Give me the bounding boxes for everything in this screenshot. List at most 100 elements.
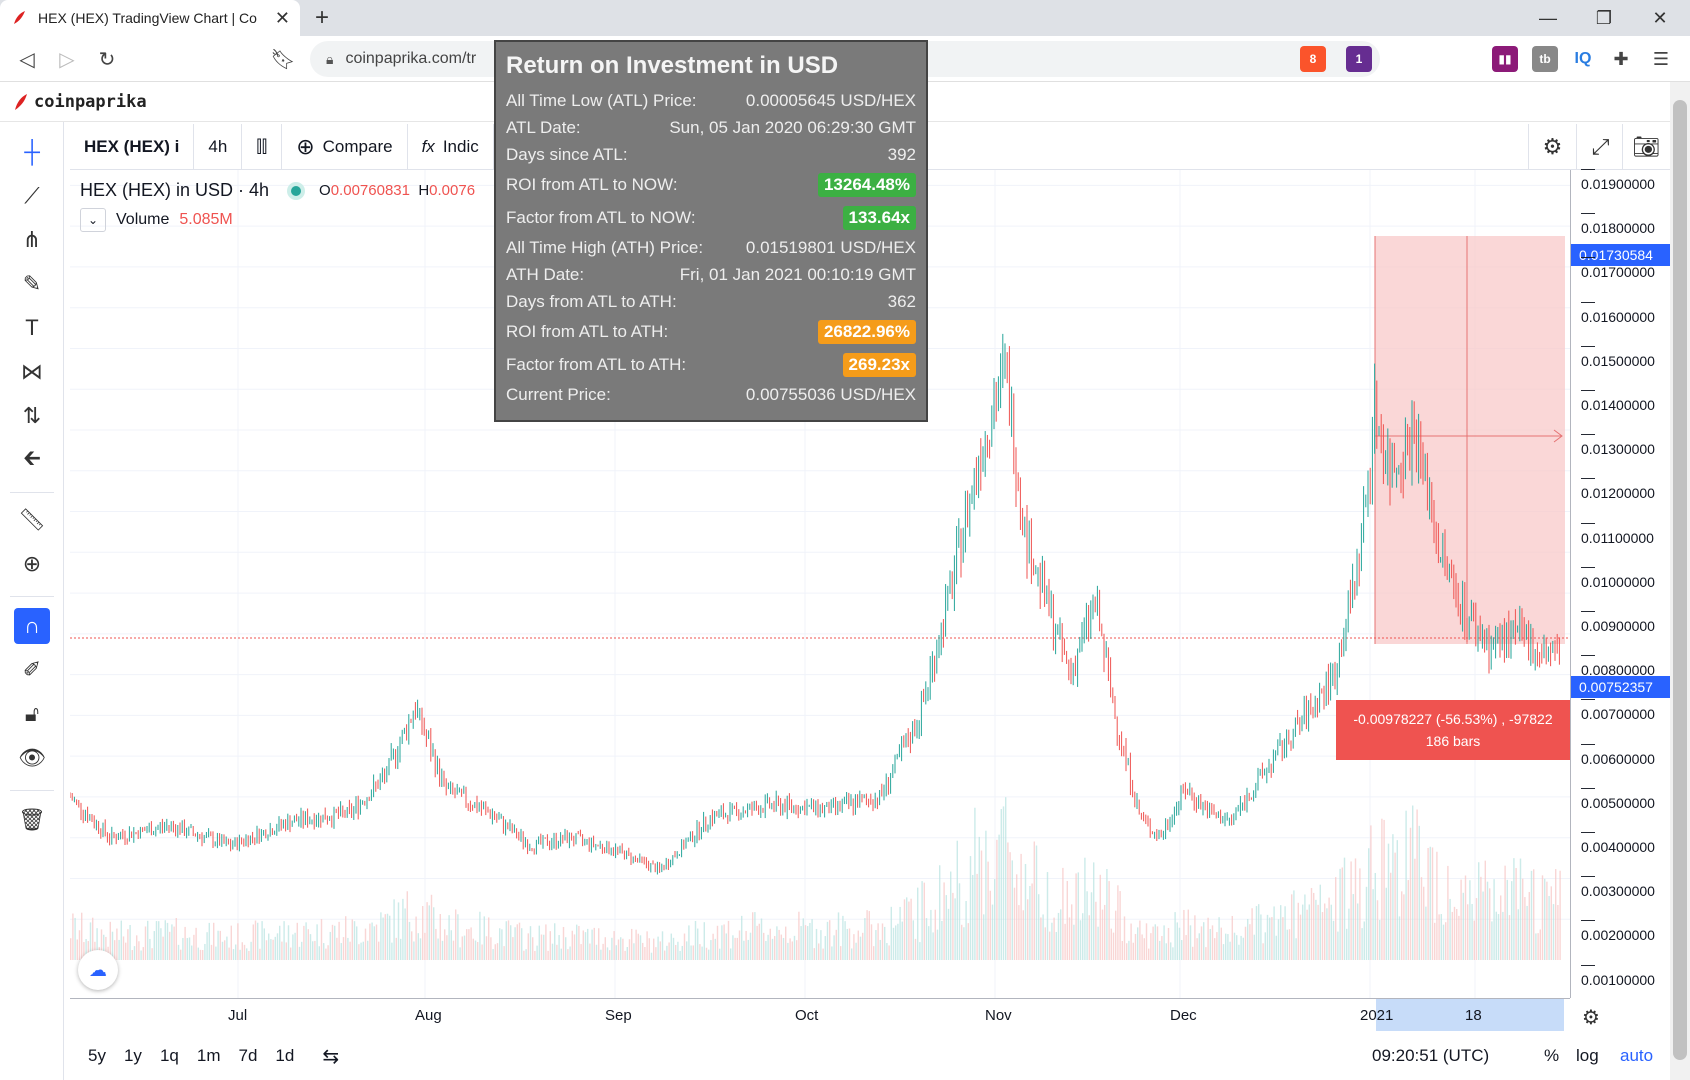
brush-icon[interactable]: ✎ xyxy=(22,271,42,296)
ruler-icon[interactable]: 📏︎ xyxy=(18,507,46,532)
volume-bar xyxy=(1189,925,1192,960)
volume-bar xyxy=(633,943,635,960)
volume-bar xyxy=(1451,911,1453,960)
back-icon[interactable]: ◁ xyxy=(19,48,35,71)
zoom-in-icon[interactable]: ⊕ xyxy=(22,551,42,576)
volume-bar xyxy=(1515,868,1517,960)
range-7d[interactable]: 7d xyxy=(238,1046,258,1065)
indicators-button[interactable]: fx Indic xyxy=(408,123,494,170)
close-window-icon[interactable]: ✕ xyxy=(1652,7,1668,28)
price-tick: — 0.01500000 xyxy=(1581,336,1655,369)
auto-toggle[interactable]: auto xyxy=(1620,1046,1654,1065)
volume-bar xyxy=(1471,904,1473,960)
volume-bar xyxy=(985,830,987,960)
volume-bar xyxy=(1007,842,1009,960)
volume-bar xyxy=(1343,857,1346,960)
chart-type-icon[interactable]: ⫿⫿ xyxy=(242,123,283,170)
volume-bar xyxy=(1053,917,1055,960)
volume-bar xyxy=(1438,914,1440,960)
pitchfork-icon[interactable]: ⋔ xyxy=(22,227,42,252)
trend-line-icon[interactable]: ⟋ xyxy=(24,183,40,208)
volume-bar xyxy=(532,937,534,960)
volume-bar xyxy=(1293,890,1295,960)
legend-title[interactable]: HEX (HEX) in USD · 4h xyxy=(80,180,270,200)
fullscreen-icon[interactable]: ⤢ xyxy=(1576,124,1624,170)
scrollbar-thumb[interactable] xyxy=(1673,100,1687,1060)
price-tick: — 0.01400000 xyxy=(1581,381,1655,413)
volume-bar xyxy=(1137,927,1139,960)
volume-bar xyxy=(538,925,540,960)
price-axis[interactable]: 0.01730584 0.00752357 — 0.01900000 — 0.01… xyxy=(1570,160,1671,998)
log-toggle[interactable]: log xyxy=(1576,1046,1599,1065)
volume-bar xyxy=(457,914,459,960)
time-axis[interactable]: ⚙ Jul Aug Sep Oct Nov Dec 2021 18 xyxy=(70,998,1600,1031)
volume-bar xyxy=(1390,872,1392,960)
bookmark-icon[interactable]: 🔖︎ xyxy=(270,48,296,71)
brave-shield-icon[interactable]: 8 xyxy=(1300,46,1326,72)
volume-bar xyxy=(206,932,208,960)
site-brand[interactable]: coinpaprika xyxy=(34,91,147,112)
volume-bar xyxy=(224,940,226,960)
puzzle-icon[interactable]: ✚ xyxy=(1613,48,1629,69)
range-1q[interactable]: 1q xyxy=(159,1046,179,1065)
roi-popup: Return on Investment in USD All Time Low… xyxy=(494,40,928,422)
compare-button[interactable]: ⊕ Compare xyxy=(282,123,408,170)
restore-icon[interactable]: ❐ xyxy=(1595,7,1613,28)
volume-bar xyxy=(250,941,252,960)
settings-gear-icon[interactable]: ⚙ xyxy=(1528,124,1576,170)
range-1d[interactable]: 1d xyxy=(275,1046,295,1065)
chart-legend: HEX (HEX) in USD · 4h O0.00760831 H0.007… xyxy=(80,180,475,201)
new-tab-button[interactable]: + xyxy=(314,4,329,31)
range-1y[interactable]: 1y xyxy=(123,1046,142,1065)
extension-2-icon[interactable]: tb xyxy=(1532,46,1558,72)
axis-settings-icon[interactable]: ⚙ xyxy=(1582,1007,1600,1029)
time-label: 18 xyxy=(1465,1007,1482,1024)
range-1m[interactable]: 1m xyxy=(196,1046,221,1065)
volume-bar xyxy=(606,947,609,960)
volume-bar xyxy=(305,922,307,960)
back-arrow-icon[interactable]: 🡰︎ xyxy=(23,445,41,470)
volume-bar xyxy=(241,942,243,960)
volume-bar xyxy=(367,940,369,960)
volume-bar xyxy=(1548,895,1550,960)
utc-time[interactable]: 09:20:51 (UTC) xyxy=(1372,1046,1490,1065)
browser-tab[interactable]: HEX (HEX) TradingView Chart | Co ✕ xyxy=(0,0,300,36)
camera-icon[interactable]: 📷︎ xyxy=(1622,124,1670,170)
percent-toggle[interactable]: % xyxy=(1544,1046,1560,1065)
forward-icon[interactable]: ▷ xyxy=(59,48,75,71)
tab-close-icon[interactable]: ✕ xyxy=(274,7,290,28)
volume-bar xyxy=(1156,926,1159,960)
chevron-down-icon[interactable]: ⌄ xyxy=(80,208,106,232)
price-chart[interactable] xyxy=(70,170,1570,998)
reload-icon[interactable]: ↻ xyxy=(98,48,116,71)
prediction-icon[interactable]: ⇅ xyxy=(22,403,42,428)
iq-extension-icon[interactable]: IQ xyxy=(1574,50,1592,67)
trash-icon[interactable]: 🗑︎ xyxy=(18,807,46,832)
crosshair-icon[interactable]: ┼ xyxy=(24,139,40,164)
interval-button[interactable]: 4h xyxy=(194,123,243,170)
lock-drawing-icon[interactable]: ✐ xyxy=(22,657,42,682)
volume-bar xyxy=(400,938,402,960)
menu-icon[interactable]: ☰ xyxy=(1652,48,1670,69)
eye-icon[interactable]: 👁︎ xyxy=(18,745,46,770)
volume-bar xyxy=(593,927,595,960)
range-5y[interactable]: 5y xyxy=(88,1046,106,1065)
volume-bar xyxy=(802,918,804,960)
volume-bar xyxy=(804,925,807,960)
brave-rewards-icon[interactable]: 1 xyxy=(1346,46,1372,72)
compare-label: Compare xyxy=(322,136,393,156)
date-range-icon[interactable]: ⇆ xyxy=(322,1045,340,1068)
tradingview-logo-icon[interactable]: ☁ xyxy=(78,950,118,990)
price-tick: — 0.00100000 xyxy=(1581,955,1655,988)
unlock-icon[interactable]: 🔓︎ xyxy=(24,701,40,726)
symbol-search-button[interactable]: HEX (HEX) i xyxy=(70,123,195,170)
magnet-icon[interactable]: ∩ xyxy=(14,608,50,644)
volume-bar xyxy=(474,940,477,960)
pattern-icon[interactable]: ⋈ xyxy=(21,359,43,384)
volume-bar xyxy=(1068,917,1071,960)
volume-bar xyxy=(356,926,358,960)
minimize-icon[interactable]: — xyxy=(1539,7,1557,28)
volume-bar xyxy=(472,938,474,960)
extension-icon[interactable]: ▮▮ xyxy=(1492,46,1518,72)
text-tool-icon[interactable]: T xyxy=(25,315,39,340)
